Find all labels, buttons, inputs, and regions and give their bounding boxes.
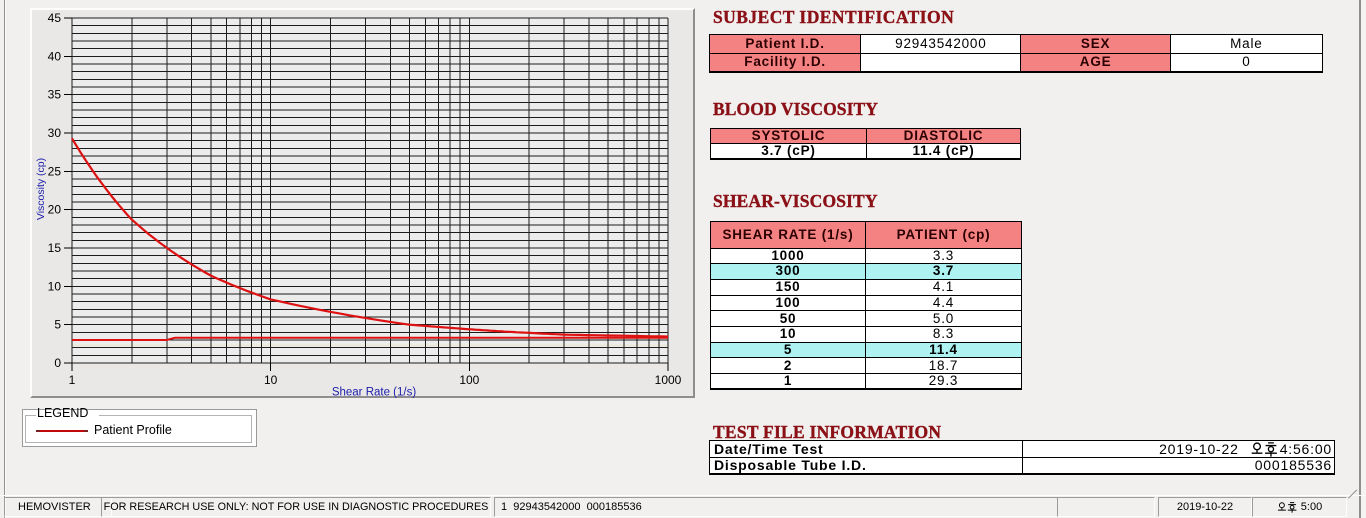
svg-text:40: 40 bbox=[48, 49, 62, 63]
svg-text:10: 10 bbox=[48, 279, 62, 293]
svg-text:45: 45 bbox=[48, 11, 62, 25]
svg-text:20: 20 bbox=[48, 203, 62, 217]
svg-text:5: 5 bbox=[54, 318, 61, 332]
svg-text:10: 10 bbox=[264, 373, 278, 387]
svg-text:100: 100 bbox=[459, 373, 479, 387]
svg-text:30: 30 bbox=[48, 126, 62, 140]
svg-text:1000: 1000 bbox=[655, 373, 682, 387]
svg-text:25: 25 bbox=[48, 164, 62, 178]
svg-text:15: 15 bbox=[48, 241, 62, 255]
svg-text:1: 1 bbox=[69, 373, 76, 387]
svg-text:Viscosity (cp): Viscosity (cp) bbox=[35, 158, 47, 220]
svg-text:0: 0 bbox=[54, 356, 61, 370]
svg-text:35: 35 bbox=[48, 88, 62, 102]
svg-text:Shear Rate (1/s): Shear Rate (1/s) bbox=[332, 387, 417, 399]
